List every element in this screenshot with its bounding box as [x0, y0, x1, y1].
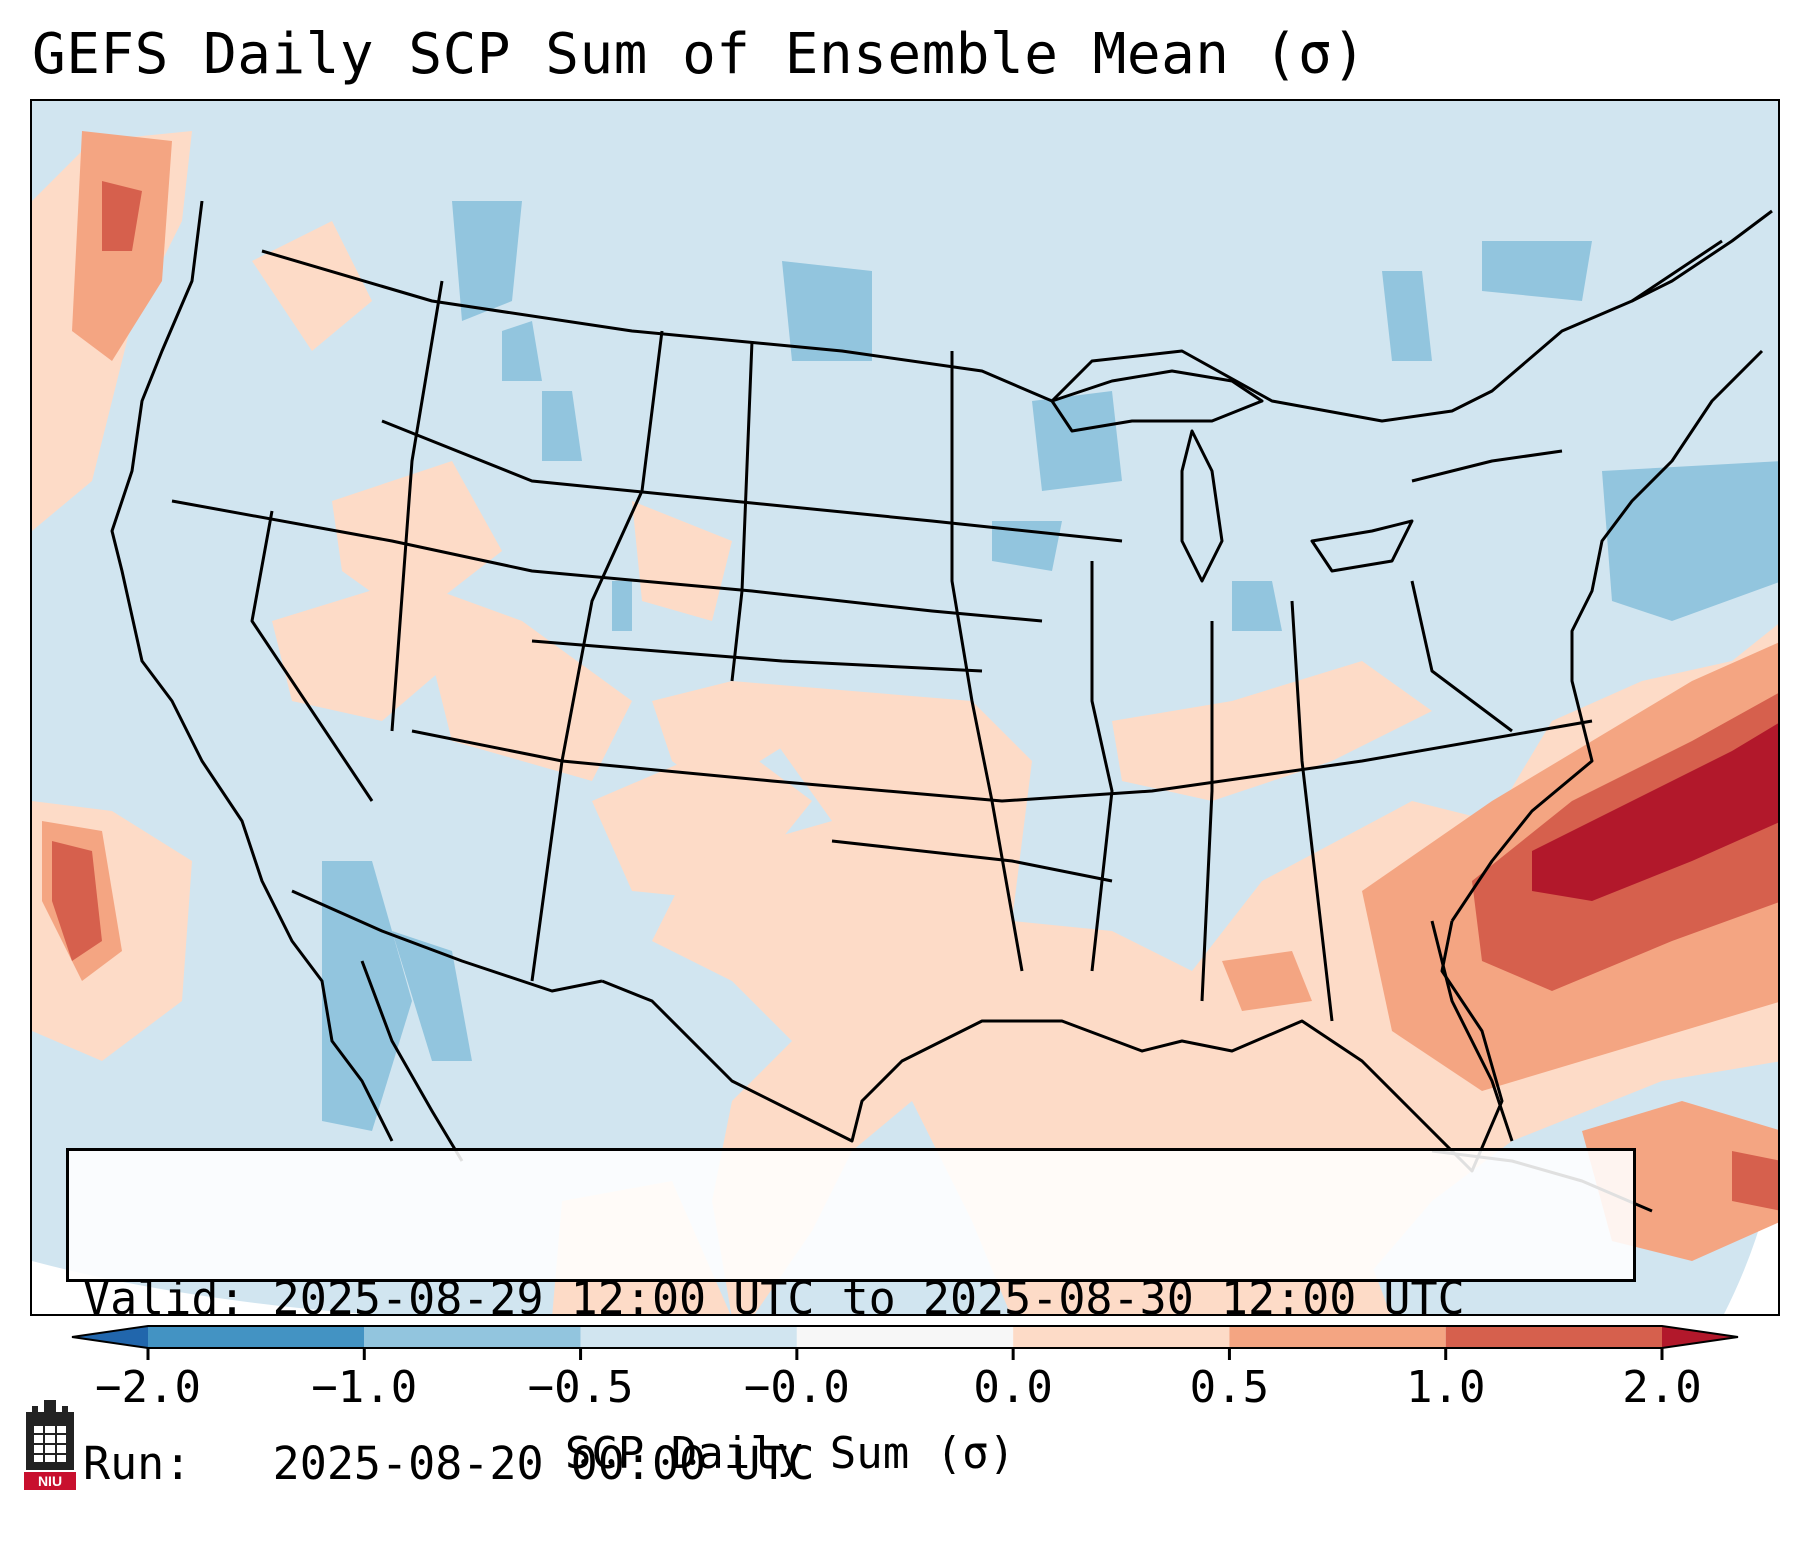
state-lines-10	[1290, 600, 1334, 1022]
run-time-text: Run: 2025-08-20 00:00 UTC	[83, 1437, 815, 1490]
state-lines-15	[1411, 449, 1563, 483]
gulf-coast	[601, 920, 1504, 1173]
state-lines-12	[831, 839, 1113, 883]
colorbar-tick-label: 2.0	[1622, 1362, 1702, 1413]
colorbar-tick-label: 0.0	[973, 1362, 1053, 1413]
map-panel	[30, 99, 1780, 1316]
mexico-border	[291, 889, 603, 993]
west-coast	[110, 200, 394, 1142]
colorbar-title: SCP Daily Sum (σ)	[564, 1428, 1016, 1479]
state-lines-9	[1200, 621, 1214, 1002]
colorbar-bin	[580, 1326, 797, 1348]
state-lines-5	[730, 340, 754, 682]
state-lines-1	[171, 499, 1043, 623]
florida	[1430, 920, 1514, 1142]
colorbar-bin	[1445, 1326, 1662, 1348]
colorbar-extend-high	[1662, 1326, 1738, 1348]
valid-time-text: Valid: 2025-08-29 12:00 UTC to 2025-08-3…	[83, 1272, 1465, 1325]
canada-border	[261, 239, 1723, 423]
colorbar-tick-label: 0.5	[1189, 1362, 1270, 1413]
state-lines-14	[531, 639, 983, 673]
colorbar-extend-low	[72, 1326, 148, 1348]
logo-text: NIU	[38, 1473, 62, 1489]
colorbar-tick-label: −0.5	[527, 1362, 634, 1413]
state-lines-8	[1090, 561, 1114, 972]
colorbar	[71, 1325, 1739, 1360]
niu-logo-icon: NIU	[24, 1400, 76, 1490]
state-lines-6	[530, 330, 664, 982]
valid-run-box: Valid: 2025-08-29 12:00 UTC to 2025-08-3…	[66, 1148, 1636, 1490]
state-lines-3	[250, 510, 374, 802]
colorbar-tick-label: 1.0	[1405, 1362, 1486, 1413]
globe-edge-area	[32, 1261, 366, 1314]
anomaly-field	[32, 131, 1778, 1314]
state-lines-11	[1410, 580, 1513, 733]
colorbar-bin	[1013, 1326, 1230, 1348]
colorbar-bin	[148, 1326, 365, 1348]
east-coast	[1450, 349, 1764, 922]
state-lines-7	[950, 351, 1024, 972]
great-lakes-superior	[1050, 369, 1264, 433]
colorbar-bin	[364, 1326, 581, 1348]
colorbar-tick-label: −1.0	[311, 1362, 418, 1413]
colorbar-tick-label: −0.0	[743, 1362, 850, 1413]
globe-edge-area-right	[1723, 1144, 1778, 1314]
boundaries	[110, 200, 1773, 1213]
map-title: GEFS Daily SCP Sum of Ensemble Mean (σ)	[32, 22, 1367, 87]
colorbar-tick-label: −2.0	[95, 1362, 201, 1413]
baja	[360, 960, 464, 1162]
great-lakes-michigan	[1180, 429, 1224, 583]
canada-maritime	[1631, 209, 1773, 303]
colorbar-bin	[796, 1326, 1014, 1348]
map-canvas	[32, 131, 1778, 1314]
great-lakes-erie	[1310, 519, 1414, 573]
colorbar-bin	[1229, 1326, 1446, 1348]
state-lines-4	[390, 280, 444, 732]
state-lines-13	[381, 419, 1123, 543]
